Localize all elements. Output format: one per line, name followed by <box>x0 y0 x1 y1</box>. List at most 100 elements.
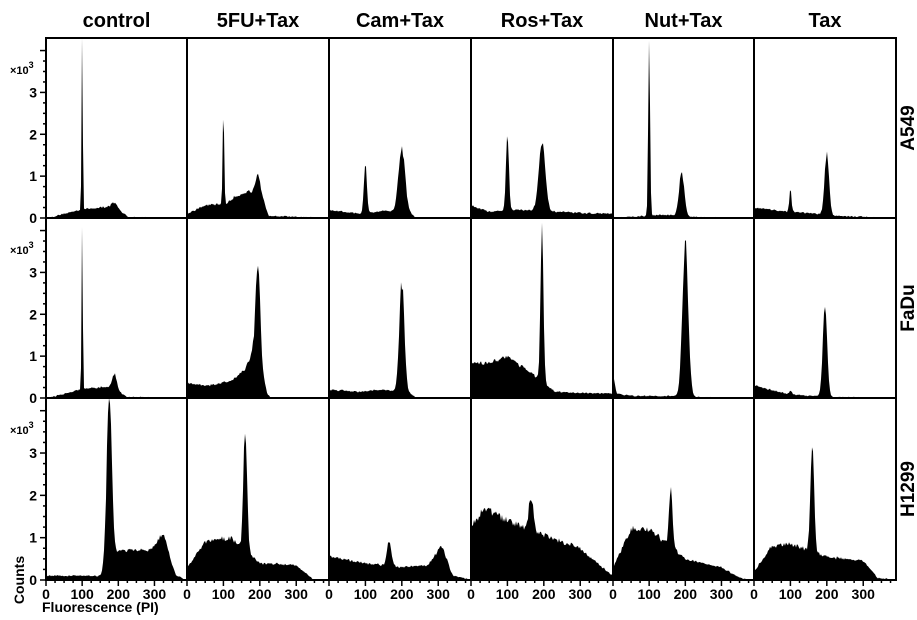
column-title-ros-tax: Ros+Tax <box>501 10 583 32</box>
x-tick-label: 0 <box>183 586 191 602</box>
panel-h1299-control <box>45 397 188 581</box>
x-axis-ros-tax: 0 100 200 300 <box>467 580 609 602</box>
x-tick-label: 200 <box>390 586 414 602</box>
x-tick-label: 200 <box>107 586 131 602</box>
y-multiplier-label: ×103 <box>10 420 34 437</box>
x-axis-control: 0 100 200 300 <box>42 580 183 602</box>
x-axis-cam-tax: 0 100 200 300 <box>325 580 467 602</box>
panel-frame <box>328 397 472 581</box>
x-tick-label: 100 <box>637 586 661 602</box>
panel-fadu-ros-tax <box>470 217 614 399</box>
row-label-h1299: H1299 <box>898 461 917 517</box>
y-tick-label: 3 <box>29 264 37 280</box>
histogram-area <box>471 136 613 218</box>
histogram-area <box>187 265 329 398</box>
x-tick-label: 100 <box>212 586 236 602</box>
histogram-area <box>754 306 896 398</box>
panel-a549-5fu-tax <box>186 37 330 219</box>
histogram-area <box>471 222 613 398</box>
panel-frame <box>753 397 897 581</box>
x-tick-label: 300 <box>710 586 734 602</box>
x-tick-label: 300 <box>569 586 593 602</box>
histogram-area <box>46 398 187 580</box>
y-tick-label: 0 <box>29 390 37 406</box>
column-titles: control 5FU+Tax Cam+Tax Ros+Tax Nut+Tax Tax <box>83 10 842 32</box>
panel-h1299-ros-tax <box>470 397 614 581</box>
x-tick-label: 0 <box>750 586 758 602</box>
x-tick-label: 300 <box>852 586 876 602</box>
y-tick-label: 2 <box>29 126 37 142</box>
panel-fadu-control <box>45 217 188 399</box>
histogram-area <box>329 146 471 218</box>
y-multiplier-label: ×103 <box>10 60 34 77</box>
panel-fadu-5fu-tax <box>186 217 330 399</box>
y-multiplier-label: ×103 <box>10 240 34 257</box>
column-title-nut-tax: Nut+Tax <box>645 10 723 32</box>
column-title-5fu-tax: 5FU+Tax <box>217 10 299 32</box>
panel-frame <box>45 37 188 219</box>
x-tick-label: 100 <box>354 586 378 602</box>
x-axis-title: Fluorescence (PI) <box>42 599 159 615</box>
y-tick-label: 0 <box>29 572 37 588</box>
x-tick-label: 300 <box>285 586 309 602</box>
panel-a549-control <box>45 37 188 219</box>
histogram-area <box>754 447 896 580</box>
x-tick-label: 100 <box>779 586 803 602</box>
panel-h1299-nut-tax <box>612 397 755 581</box>
histogram-panels <box>45 37 897 581</box>
histogram-area <box>187 119 329 218</box>
x-tick-label: 300 <box>427 586 451 602</box>
histogram-area <box>46 38 187 218</box>
x-tick-label: 200 <box>248 586 272 602</box>
histogram-area <box>613 40 754 218</box>
panel-fadu-tax <box>753 217 897 399</box>
x-tick-label: 100 <box>496 586 520 602</box>
y-tick-label: 3 <box>29 84 37 100</box>
x-tick-label: 200 <box>674 586 698 602</box>
histogram-area <box>613 240 754 398</box>
x-axis-5fu-tax: 0 100 200 300 <box>183 580 325 602</box>
y-tick-label: 3 <box>29 445 37 461</box>
y-tick-label: 2 <box>29 306 37 322</box>
x-tick-label: 0 <box>42 586 50 602</box>
column-title-control: control <box>83 10 151 32</box>
histogram-area <box>329 542 471 580</box>
y-tick-label: 0 <box>29 210 37 226</box>
x-axis-nut-tax: 0 100 200 300 <box>609 580 750 602</box>
column-title-cam-tax: Cam+Tax <box>356 10 444 32</box>
y-tick-label: 1 <box>29 168 37 184</box>
x-tick-label: 300 <box>143 586 167 602</box>
panel-a549-nut-tax <box>612 37 755 219</box>
x-tick-label: 0 <box>609 586 617 602</box>
y-multiplier-exponent: 3 <box>29 60 34 70</box>
x-tick-label: 200 <box>532 586 556 602</box>
panel-h1299-tax <box>753 397 897 581</box>
y-tick-label: 1 <box>29 348 37 364</box>
histogram-area <box>329 282 471 398</box>
panel-h1299-cam-tax <box>328 397 472 581</box>
histogram-area <box>187 433 329 580</box>
y-tick-label: 2 <box>29 487 37 503</box>
histogram-area <box>471 500 613 580</box>
y-multiplier-exponent: 3 <box>29 240 34 250</box>
panel-a549-cam-tax <box>328 37 472 219</box>
row-label-a549: A549 <box>898 105 917 150</box>
row-label-fadu: FaDu <box>898 284 917 332</box>
histogram-area <box>754 151 896 218</box>
x-tick-label: 0 <box>467 586 475 602</box>
x-axis-tax: 0 100 200 300 <box>750 580 892 602</box>
panel-frame <box>45 217 188 399</box>
x-axes: 0 100 200 300 0 100 200 300 0 100 200 300 0 100 200 300… <box>42 580 892 602</box>
panel-fadu-nut-tax <box>612 217 755 399</box>
histogram-area <box>613 487 754 580</box>
column-title-tax: Tax <box>809 10 842 32</box>
x-tick-label: 100 <box>70 586 94 602</box>
panel-a549-tax <box>753 37 897 219</box>
panel-h1299-5fu-tax <box>186 397 330 581</box>
y-axis-title: Counts <box>11 556 27 604</box>
x-tick-label: 0 <box>325 586 333 602</box>
